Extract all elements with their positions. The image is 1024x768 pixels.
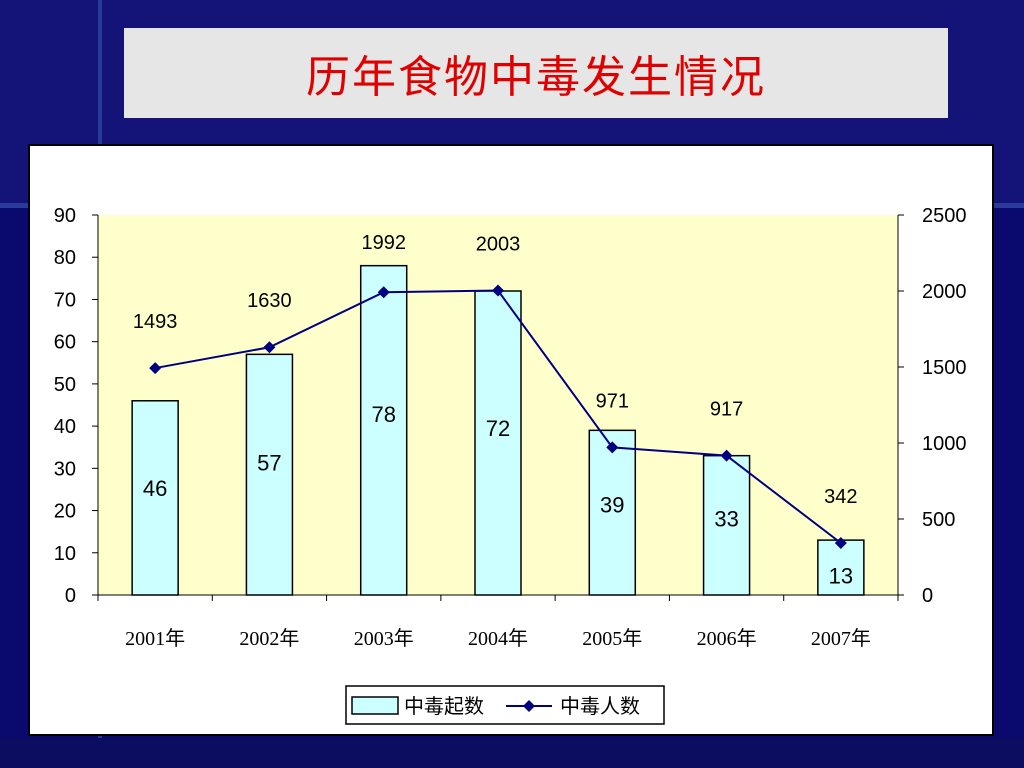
x-tick-label: 2002年 xyxy=(239,627,299,650)
bar xyxy=(245,353,294,596)
line-marker-diamond xyxy=(834,537,847,550)
y-left-tick-label: 50 xyxy=(54,374,76,396)
y-left-tick-label: 30 xyxy=(54,458,76,480)
line-marker-diamond xyxy=(492,284,504,297)
y-left-tick-label: 90 xyxy=(54,205,76,227)
bar-data-label: 78 xyxy=(371,402,395,427)
y-left-tick-label: 80 xyxy=(54,247,76,269)
bar-data-label: 72 xyxy=(486,416,510,441)
line-data-label: 971 xyxy=(596,390,629,412)
line-data-label: 2003 xyxy=(476,234,521,256)
y-left-tick-label: 10 xyxy=(54,543,76,565)
y-right-tick-label: 500 xyxy=(922,509,955,531)
y-left-tick-label: 0 xyxy=(65,585,76,607)
bar xyxy=(474,290,522,596)
legend-bar-swatch xyxy=(351,696,399,715)
bar-data-label: 13 xyxy=(829,564,853,589)
bar xyxy=(359,264,408,596)
chart-panel: 0 10 20 30 40 50 60 70 80 90 0 500 1000 1500 2000 2500 2… xyxy=(28,144,994,736)
x-tick-label: 2003年 xyxy=(354,627,414,650)
y-left-tick-label: 60 xyxy=(54,332,76,354)
line-data-label: 342 xyxy=(824,486,857,508)
axes-group: 0 10 20 30 40 50 60 70 80 90 0 500 1000 1500 2000 2500 2… xyxy=(54,205,967,650)
x-tick-label: 2005年 xyxy=(582,627,642,650)
line-marker-diamond xyxy=(720,449,733,462)
line-marker-diamond xyxy=(606,441,619,454)
line-marker-diamond xyxy=(149,362,162,375)
combo-chart: 0 10 20 30 40 50 60 70 80 90 0 500 1000 1500 2000 2500 2… xyxy=(54,205,967,725)
title-box: 历年食物中毒发生情况 xyxy=(124,28,948,118)
x-tick-label: 2004年 xyxy=(468,627,528,650)
x-tick-label: 2001年 xyxy=(125,627,185,650)
legend-label-bars: 中毒起数 xyxy=(404,695,484,718)
x-tick-label: 2007年 xyxy=(811,627,871,650)
y-right-tick-label: 2000 xyxy=(922,281,967,303)
decorative-band-bottom xyxy=(0,738,1024,768)
bar xyxy=(131,400,179,596)
x-tick-label: 2006年 xyxy=(697,627,757,650)
line-data-label: 1992 xyxy=(361,232,406,254)
slide-title: 历年食物中毒发生情况 xyxy=(306,52,766,103)
bar xyxy=(817,539,865,596)
bar xyxy=(588,429,637,596)
y-right-tick-label: 1000 xyxy=(922,433,967,455)
y-left-tick-label: 70 xyxy=(54,289,76,311)
bars-group xyxy=(131,264,865,596)
line-data-label: 1630 xyxy=(247,290,292,312)
data-labels-group: 46 57 78 72 39 33 13 1493 1630 1992 2003 971 917 342 xyxy=(133,232,858,588)
y-right-tick-label: 2500 xyxy=(922,205,967,227)
line-marker-diamond xyxy=(263,341,276,354)
legend-diamond-marker xyxy=(523,700,535,712)
bar-data-label: 39 xyxy=(600,492,624,517)
y-right-tick-label: 1500 xyxy=(922,357,967,379)
y-left-tick-label: 20 xyxy=(54,501,76,523)
legend-label-line: 中毒人数 xyxy=(560,695,640,718)
line-data-label: 917 xyxy=(710,399,743,421)
bar-data-label: 57 xyxy=(257,451,281,476)
bar-data-label: 46 xyxy=(143,476,167,501)
bar-data-label: 33 xyxy=(714,506,738,531)
y-right-tick-label: 0 xyxy=(922,585,933,607)
line-series-group xyxy=(149,284,847,550)
y-left-tick-label: 40 xyxy=(54,416,76,438)
line-marker-diamond xyxy=(377,286,390,299)
legend-box xyxy=(345,685,665,725)
line-data-label: 1493 xyxy=(133,311,178,333)
legend: 中毒起数 中毒人数 xyxy=(345,685,665,725)
